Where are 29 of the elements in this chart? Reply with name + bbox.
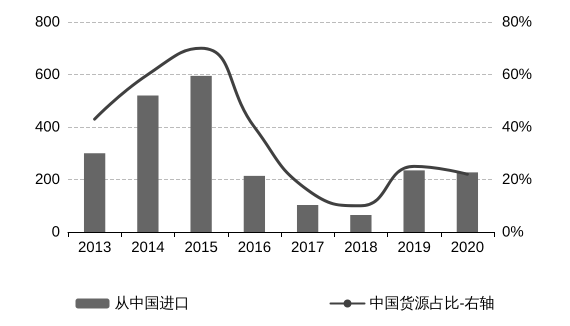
y-tick-label: 600: [34, 66, 60, 83]
bar: [403, 170, 425, 232]
x-tick-label: 2016: [238, 239, 272, 256]
y2-tick-label: 60%: [502, 66, 532, 83]
legend-label: 从中国进口: [114, 295, 190, 312]
x-tick-label: 2014: [131, 239, 165, 256]
x-tick-label: 2017: [290, 239, 324, 256]
bar: [84, 153, 106, 232]
bar: [456, 172, 478, 232]
y-tick-label: 0: [52, 224, 60, 240]
x-tick-label: 2020: [450, 239, 484, 256]
y2-tick-label: 40%: [502, 118, 532, 136]
y2-tick-label: 20%: [502, 171, 532, 188]
line-series: [93, 46, 469, 208]
bar: [190, 76, 212, 232]
bar: [296, 204, 318, 232]
bar: [350, 214, 372, 232]
bar: [137, 96, 159, 232]
y2-tick-label: 0%: [502, 224, 524, 240]
x-tick-label: 2013: [78, 239, 112, 256]
x-tick-label: 2019: [397, 239, 431, 256]
x-tick-label: 2018: [344, 239, 378, 256]
legend-label: 中国货源占比-右轴: [370, 295, 494, 312]
bar: [244, 176, 266, 232]
y2-tick-label: 80%: [502, 14, 532, 30]
y-tick-label: 400: [34, 118, 60, 136]
y-tick-label: 200: [34, 171, 60, 188]
y-tick-label: 800: [34, 14, 60, 30]
x-tick-label: 2015: [184, 239, 218, 256]
